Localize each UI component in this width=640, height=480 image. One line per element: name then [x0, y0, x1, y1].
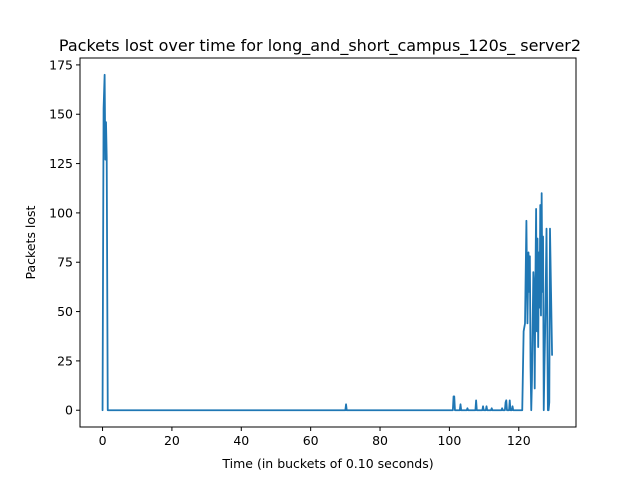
series-line-0: [101, 73, 553, 412]
x-axis-label: Time (in buckets of 0.10 seconds): [221, 456, 433, 471]
y-axis: 0 25 50 75 100 125 150 175: [49, 57, 80, 418]
x-tick-label: 40: [233, 433, 249, 448]
x-tick-label: 80: [372, 433, 388, 448]
chart-title: Packets lost over time for long_and_shor…: [59, 36, 581, 56]
x-tick-label: 0: [99, 433, 107, 448]
y-tick-label: 50: [57, 304, 73, 319]
y-tick-label: 175: [49, 57, 73, 72]
x-tick-label: 60: [303, 433, 319, 448]
x-axis: 0 20 40 60 80 100 120: [99, 427, 531, 448]
y-tick-label: 75: [57, 255, 73, 270]
y-tick-label: 125: [49, 156, 73, 171]
y-tick-label: 100: [49, 205, 73, 220]
y-tick-label: 150: [49, 107, 73, 122]
y-tick-label: 0: [65, 403, 73, 418]
x-tick-label: 120: [507, 433, 531, 448]
y-tick-label: 25: [57, 353, 73, 368]
series-layer: [101, 73, 553, 412]
x-tick-label: 100: [437, 433, 461, 448]
x-tick-label: 20: [164, 433, 180, 448]
y-axis-label: Packets lost: [23, 205, 38, 279]
plot-frame: [79, 57, 577, 428]
